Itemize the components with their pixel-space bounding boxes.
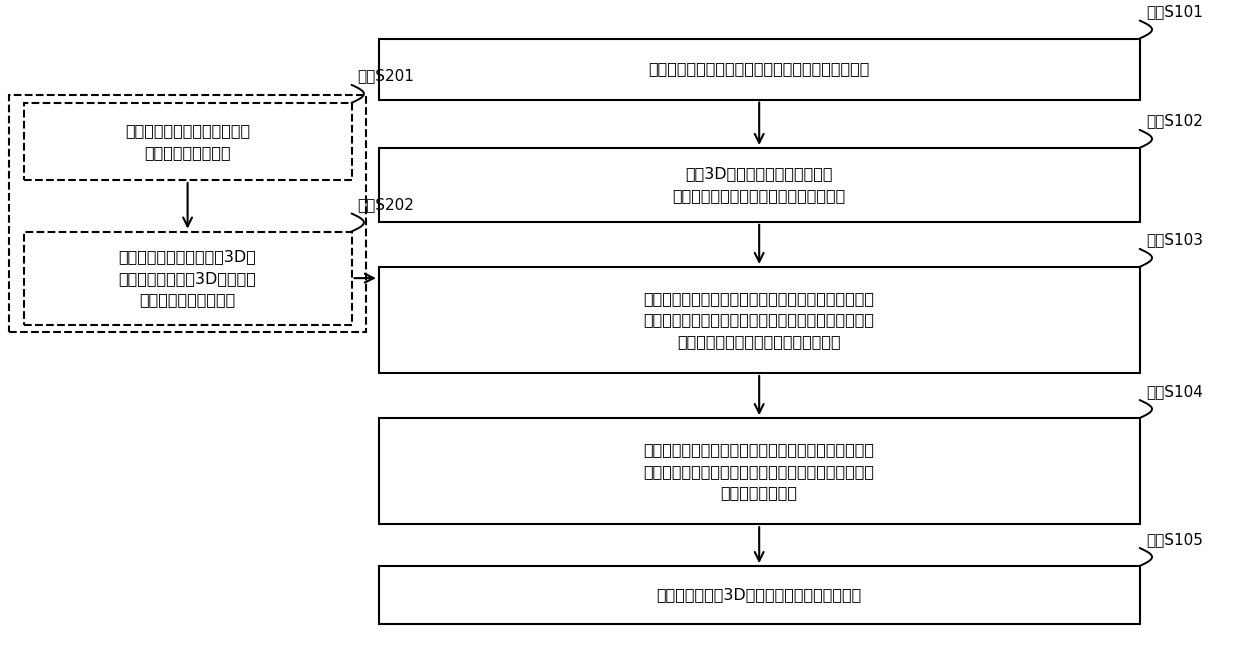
FancyBboxPatch shape: [378, 148, 1140, 222]
FancyBboxPatch shape: [378, 418, 1140, 524]
FancyBboxPatch shape: [24, 232, 351, 325]
Text: 步骤S104: 步骤S104: [1146, 383, 1203, 399]
Text: 步骤S102: 步骤S102: [1146, 113, 1203, 129]
Text: 根据扫描结果，自动生成3D打
印起始点，将所述3D打印起始
点确定为所述设定位置: 根据扫描结果，自动生成3D打 印起始点，将所述3D打印起始 点确定为所述设定位置: [119, 249, 257, 307]
FancyBboxPatch shape: [378, 38, 1140, 100]
Text: 步骤S101: 步骤S101: [1146, 4, 1203, 20]
Text: 控制修磨铣刀对所述粗加工增材金属进行外形和尺寸的
修磨，直至将所述粗加工增材金属修磨至设定精度，得
到精加工增材金属: 控制修磨铣刀对所述粗加工增材金属进行外形和尺寸的 修磨，直至将所述粗加工增材金属…: [644, 442, 874, 500]
FancyBboxPatch shape: [378, 566, 1140, 624]
Text: 待熔融金属冷却至粗加工温度时，调节微锻头的频率和
振幅，通过微锻头的振动对所述设定位置处的熔融金属
进行挤压和锻造，得到粗加工增材金属: 待熔融金属冷却至粗加工温度时，调节微锻头的频率和 振幅，通过微锻头的振动对所述设…: [644, 291, 874, 349]
Text: 步骤S202: 步骤S202: [357, 197, 414, 212]
Text: 调节环境模拟储箱内的增材制造环境至设定参数条件: 调节环境模拟储箱内的增材制造环境至设定参数条件: [649, 62, 870, 77]
FancyBboxPatch shape: [378, 267, 1140, 373]
Text: 对被焊容器的形状和位置进行
扫描，得到扫描结果: 对被焊容器的形状和位置进行 扫描，得到扫描结果: [125, 123, 250, 159]
FancyBboxPatch shape: [24, 103, 351, 180]
Text: 步骤S105: 步骤S105: [1146, 532, 1203, 547]
Text: 逐层积累，完成3D打印过程，得到待加工产品: 逐层积累，完成3D打印过程，得到待加工产品: [656, 587, 862, 602]
Text: 控制3D打印焊枪熔融金属焊丝，
使熔融金属涂覆于被焊容器的设定位置处: 控制3D打印焊枪熔融金属焊丝， 使熔融金属涂覆于被焊容器的设定位置处: [672, 167, 846, 203]
Text: 步骤S201: 步骤S201: [357, 68, 414, 83]
Text: 步骤S103: 步骤S103: [1146, 232, 1203, 247]
